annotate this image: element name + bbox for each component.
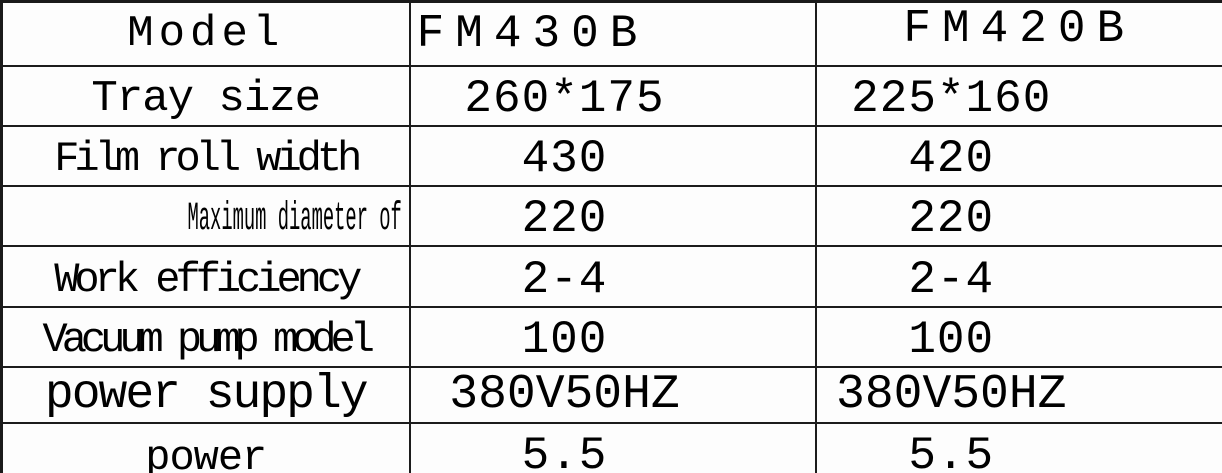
header-cell-model: Model [0, 0, 411, 67]
cell-work-efficiency-fm420b: 2-4 [814, 245, 1222, 308]
cell-vacuum-pump-model-fm420b: 100 [814, 306, 1222, 368]
table-header-row: Model FM430B FM420B [0, 0, 1222, 67]
row-label-tray-size: Tray size [0, 65, 411, 127]
max-diameter-label-text: Maximum diameter of film roll [187, 196, 407, 242]
table-row-power: power 5.5 5.5 [0, 422, 1222, 473]
cell-vacuum-pump-model-fm430b: 100 [408, 306, 817, 368]
cell-power-fm430b: 5.5 [408, 422, 817, 473]
row-label-power-supply: power supply [0, 366, 411, 424]
cell-tray-size-fm430b: 260*175 [408, 65, 817, 127]
table-row-film-roll-width: Film roll width 430 420 [0, 125, 1222, 187]
row-label-work-efficiency: Work efficiency [0, 245, 411, 308]
table-row-work-efficiency: Work efficiency 2-4 2-4 [0, 245, 1222, 308]
row-label-max-diameter: Maximum diameter of film roll [0, 185, 411, 247]
header-cell-fm420b: FM420B [814, 0, 1222, 67]
table-row-vacuum-pump-model: Vacuum pump model 100 100 [0, 306, 1222, 368]
cell-power-supply-fm430b: 380V50HZ [408, 366, 817, 424]
table-row-power-supply: power supply 380V50HZ 380V50HZ [0, 366, 1222, 424]
cell-max-diameter-fm420b: 220 [814, 185, 1222, 247]
cell-max-diameter-fm430b: 220 [408, 185, 817, 247]
table-row-tray-size: Tray size 260*175 225*160 [0, 65, 1222, 127]
row-label-vacuum-pump-model: Vacuum pump model [0, 306, 411, 368]
row-label-film-roll-width: Film roll width [0, 125, 411, 187]
cell-tray-size-fm420b: 225*160 [814, 65, 1222, 127]
table-row-max-diameter: Maximum diameter of film roll 220 220 [0, 185, 1222, 247]
header-cell-fm430b: FM430B [408, 0, 817, 67]
cell-work-efficiency-fm430b: 2-4 [408, 245, 817, 308]
cell-power-fm420b: 5.5 [814, 422, 1222, 473]
cell-power-supply-fm420b: 380V50HZ [814, 366, 1222, 424]
cell-film-roll-width-fm430b: 430 [408, 125, 817, 187]
row-label-power: power [0, 422, 411, 473]
cell-film-roll-width-fm420b: 420 [814, 125, 1222, 187]
